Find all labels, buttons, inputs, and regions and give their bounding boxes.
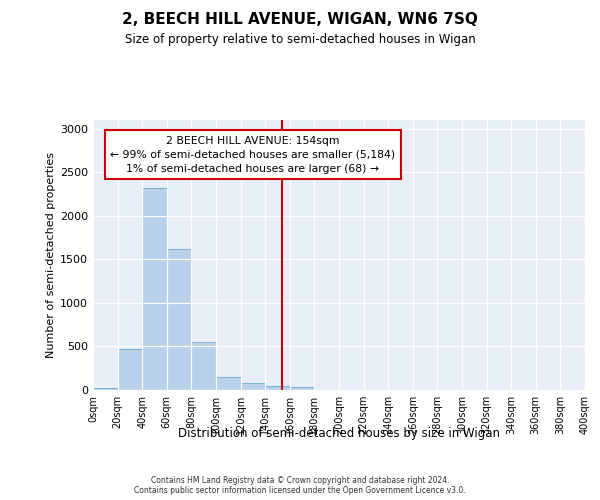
Text: 2, BEECH HILL AVENUE, WIGAN, WN6 7SQ: 2, BEECH HILL AVENUE, WIGAN, WN6 7SQ — [122, 12, 478, 28]
Text: Size of property relative to semi-detached houses in Wigan: Size of property relative to semi-detach… — [125, 32, 475, 46]
Bar — [216, 376, 241, 390]
Text: Contains HM Land Registry data © Crown copyright and database right 2024.
Contai: Contains HM Land Registry data © Crown c… — [134, 476, 466, 495]
Bar — [290, 388, 314, 390]
Bar — [265, 386, 290, 390]
Bar — [191, 342, 216, 390]
Bar — [142, 188, 167, 390]
Text: 2 BEECH HILL AVENUE: 154sqm
← 99% of semi-detached houses are smaller (5,184)
1%: 2 BEECH HILL AVENUE: 154sqm ← 99% of sem… — [110, 136, 395, 173]
Bar — [241, 382, 265, 390]
Bar — [167, 249, 191, 390]
Bar — [118, 348, 142, 390]
Text: Distribution of semi-detached houses by size in Wigan: Distribution of semi-detached houses by … — [178, 428, 500, 440]
Bar — [93, 388, 118, 390]
Y-axis label: Number of semi-detached properties: Number of semi-detached properties — [46, 152, 56, 358]
